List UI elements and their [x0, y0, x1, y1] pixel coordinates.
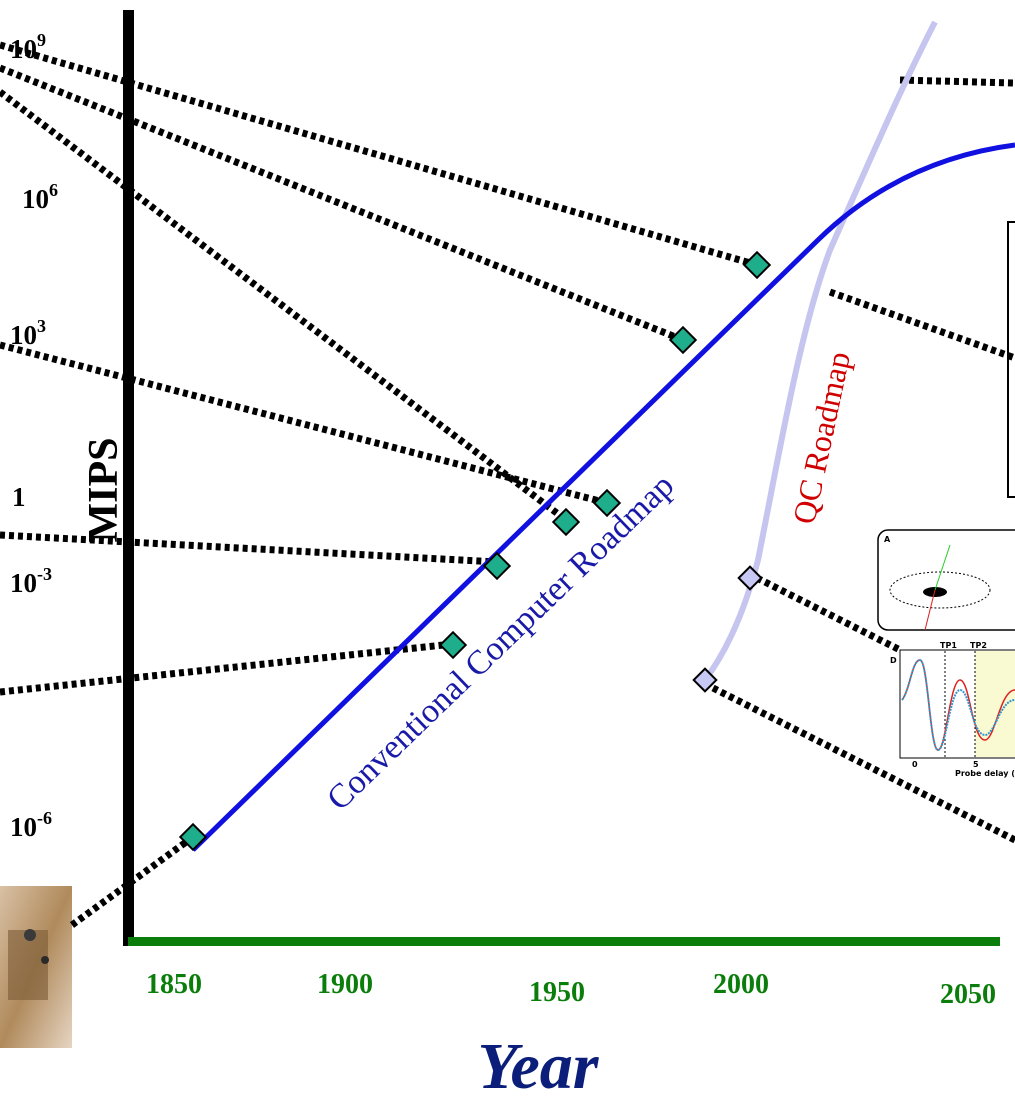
text: 10 — [10, 568, 37, 598]
x-axis-title: Year — [478, 1030, 600, 1102]
panel-label: A — [884, 535, 891, 544]
inset-tick: 0 — [912, 760, 918, 769]
text: 6 — [49, 180, 58, 200]
y-tick-label: 10-6 — [10, 808, 52, 842]
photo — [0, 886, 72, 1048]
milestones — [180, 252, 769, 849]
x-tick-label: 1850 — [146, 969, 202, 1000]
text: 10 — [10, 812, 37, 842]
y-tick-label: 1 — [12, 482, 26, 512]
text: 1 — [12, 482, 26, 512]
annotation: Conventional Computer Roadmap — [320, 467, 681, 818]
inset-x-label: Probe delay (p — [955, 769, 1015, 778]
inset-tick: 5 — [973, 760, 979, 769]
text: 10 — [10, 34, 37, 64]
x-tick-label: 2000 — [713, 969, 769, 1000]
text: 3 — [37, 316, 46, 336]
inset-figure: A D TP1 TP2 0 5 Probe delay (p — [878, 530, 1015, 778]
panel-label: D — [890, 656, 897, 665]
x-tick-label: 1950 — [529, 977, 585, 1008]
x-axis — [128, 937, 1000, 946]
x-tick-label: 2050 — [940, 979, 996, 1010]
x-tick-label: 1900 — [317, 969, 373, 1000]
text: -6 — [37, 808, 52, 828]
y-tick-label: 109 — [10, 30, 46, 64]
marker-label: TP2 — [970, 641, 987, 650]
text: 10 — [22, 184, 49, 214]
text: -3 — [37, 564, 52, 584]
text: 10 — [10, 320, 37, 350]
y-tick-label: 106 — [22, 180, 58, 214]
y-tick-label: 103 — [10, 316, 46, 350]
y-tick-label: 10-3 — [10, 564, 52, 598]
chart: A D TP1 TP2 0 5 Probe delay (p 109 106 1… — [0, 0, 1015, 1102]
text: 9 — [37, 30, 46, 50]
marker-label: TP1 — [940, 641, 957, 650]
y-axis-title: MIPS — [81, 438, 127, 543]
